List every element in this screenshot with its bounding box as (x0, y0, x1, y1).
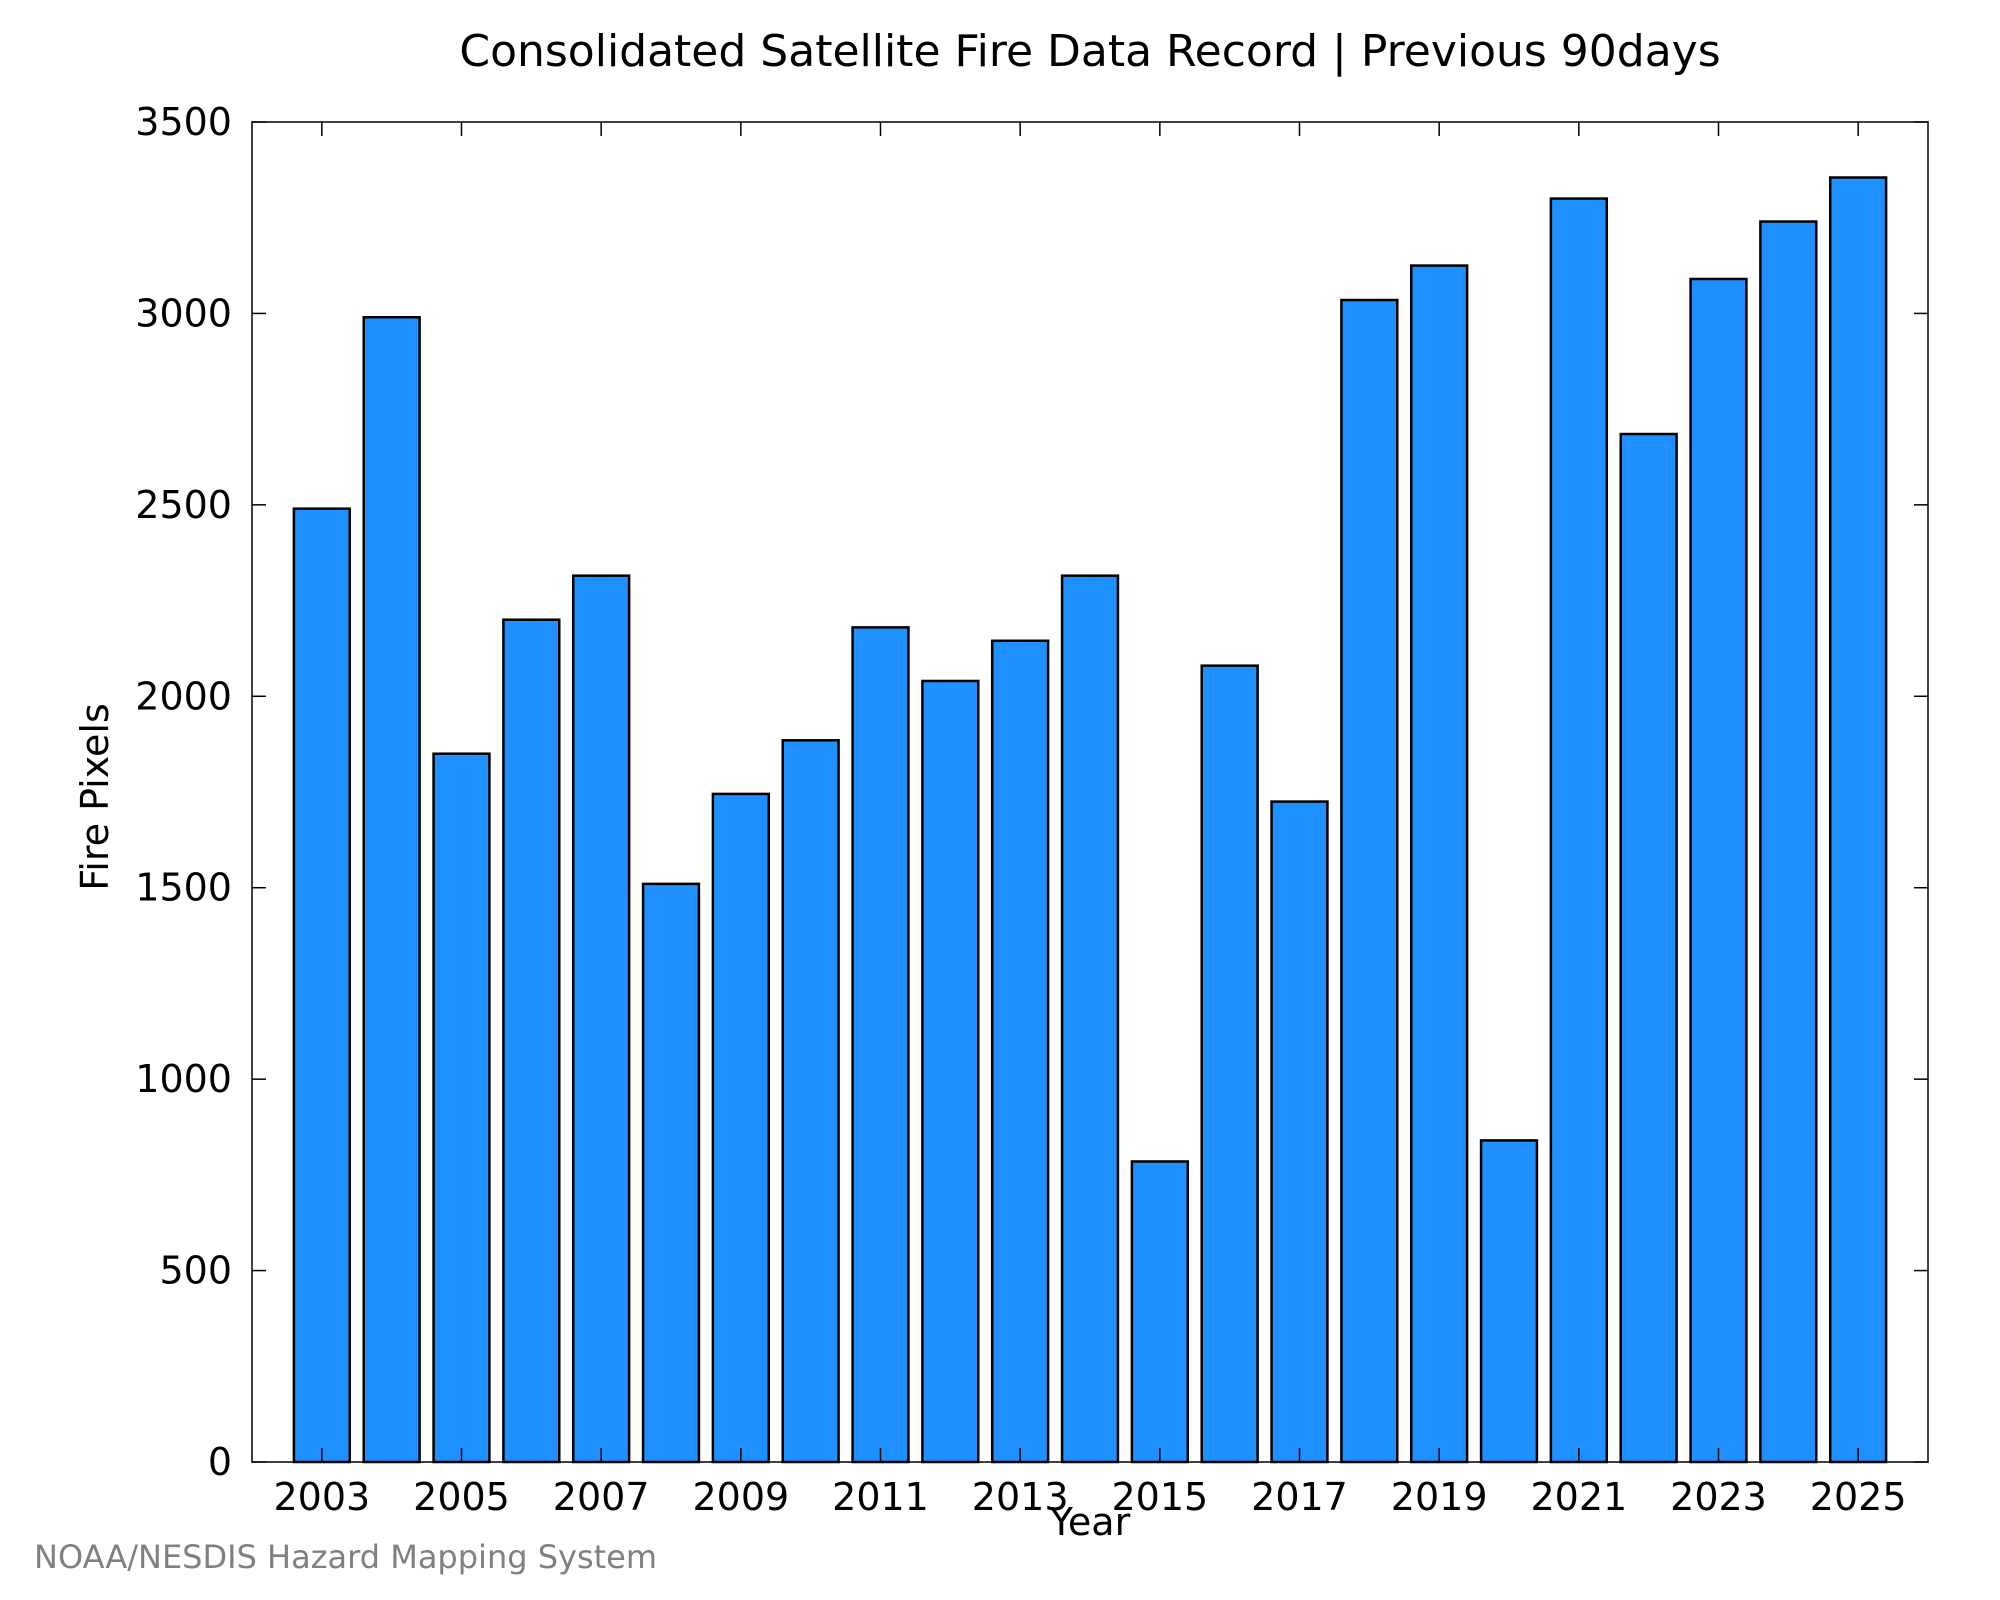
x-tick-label-2023: 2023 (1670, 1475, 1767, 1519)
bar-2010 (781, 739, 840, 1464)
x-tick-label-2021: 2021 (1530, 1475, 1627, 1519)
bars-layer (292, 176, 1888, 1464)
bar-2017 (1270, 800, 1329, 1464)
x-tick-label-2009: 2009 (692, 1475, 789, 1519)
bar-2013 (990, 639, 1050, 1464)
bar-2004 (362, 316, 421, 1464)
bar-2008 (641, 882, 701, 1464)
credit-text: NOAA/NESDIS Hazard Mapping System (34, 1538, 658, 1576)
ticks-layer: 0 500 1000 1500 2000 2500 3000 3500 2003 2005 2007… (135, 100, 1928, 1519)
bar-2016 (1200, 664, 1259, 1464)
y-tick-label-2000: 2000 (135, 674, 232, 718)
x-tick-label-2011: 2011 (832, 1475, 929, 1519)
bar-2018 (1340, 298, 1399, 1464)
y-tick-label-500: 500 (159, 1249, 232, 1293)
bar-2003 (292, 507, 352, 1464)
bar-2023 (1689, 277, 1748, 1464)
y-tick-label-1000: 1000 (135, 1057, 232, 1101)
bar-2005 (432, 752, 491, 1464)
bar-2015 (1130, 1160, 1190, 1464)
y-tick-label-2500: 2500 (135, 483, 232, 527)
bar-2006 (502, 618, 561, 1464)
y-axis-label: Fire Pixels (73, 703, 117, 891)
x-tick-label-2015: 2015 (1111, 1475, 1208, 1519)
bar-2022 (1619, 432, 1678, 1464)
bar-2012 (921, 679, 980, 1464)
x-tick-label-2005: 2005 (413, 1475, 510, 1519)
chart-title: Consolidated Satellite Fire Data Record … (459, 26, 1720, 77)
bar-2024 (1759, 220, 1818, 1464)
x-tick-label-2019: 2019 (1391, 1475, 1488, 1519)
x-tick-label-2017: 2017 (1251, 1475, 1348, 1519)
x-tick-label-2003: 2003 (273, 1475, 370, 1519)
bar-2007 (571, 574, 631, 1464)
y-tick-label-3500: 3500 (135, 100, 232, 144)
bar-2009 (711, 792, 771, 1464)
x-axis-label: Year (1049, 1500, 1131, 1544)
x-tick-label-2007: 2007 (553, 1475, 650, 1519)
y-tick-label-1500: 1500 (135, 866, 232, 910)
bar-2019 (1409, 264, 1469, 1464)
plot-frame (251, 121, 1929, 1463)
y-tick-label-3000: 3000 (135, 291, 232, 335)
bar-2014 (1060, 574, 1120, 1464)
x-tick-label-2025: 2025 (1810, 1475, 1907, 1519)
x-tick-label-2013: 2013 (972, 1475, 1069, 1519)
bar-2025 (1828, 176, 1888, 1464)
bar-2020 (1479, 1139, 1539, 1464)
bar-2021 (1549, 197, 1609, 1464)
y-tick-label-0: 0 (208, 1440, 232, 1484)
bar-2011 (851, 626, 910, 1464)
